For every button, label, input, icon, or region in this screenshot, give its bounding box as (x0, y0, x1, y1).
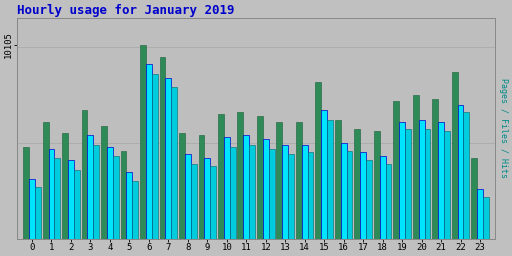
Bar (74, 170, 80, 239)
Bar (438, 122, 444, 239)
Bar (23, 147, 29, 239)
Bar (49, 149, 54, 239)
Bar (463, 112, 470, 239)
Bar (101, 126, 107, 239)
Bar (238, 112, 243, 239)
Bar (54, 158, 60, 239)
Bar (179, 133, 185, 239)
Bar (380, 156, 386, 239)
Bar (185, 154, 191, 239)
Bar (160, 57, 165, 239)
Bar (413, 95, 419, 239)
Text: Hourly usage for January 2019: Hourly usage for January 2019 (17, 4, 235, 17)
Bar (263, 139, 269, 239)
Bar (405, 130, 411, 239)
Bar (366, 160, 372, 239)
Bar (152, 74, 158, 239)
Bar (146, 64, 152, 239)
Bar (107, 147, 113, 239)
Bar (282, 145, 288, 239)
Bar (257, 116, 263, 239)
Bar (321, 110, 327, 239)
Bar (458, 104, 463, 239)
Bar (81, 110, 88, 239)
Bar (424, 130, 431, 239)
Bar (327, 120, 333, 239)
Bar (204, 158, 210, 239)
Bar (191, 164, 197, 239)
Bar (230, 147, 236, 239)
Bar (68, 160, 74, 239)
Bar (29, 179, 35, 239)
Bar (432, 99, 438, 239)
Bar (35, 187, 41, 239)
Bar (140, 45, 146, 239)
Bar (62, 133, 68, 239)
Bar (132, 181, 138, 239)
Bar (218, 114, 224, 239)
Bar (88, 135, 93, 239)
Bar (302, 145, 308, 239)
Bar (483, 197, 489, 239)
Bar (288, 154, 294, 239)
Bar (296, 122, 302, 239)
Bar (224, 137, 230, 239)
Bar (444, 131, 450, 239)
Bar (477, 189, 483, 239)
Bar (354, 130, 360, 239)
Bar (315, 82, 321, 239)
Bar (171, 87, 177, 239)
Bar (93, 145, 99, 239)
Bar (121, 151, 126, 239)
Bar (374, 131, 380, 239)
Bar (126, 172, 132, 239)
Bar (347, 151, 352, 239)
Bar (419, 120, 424, 239)
Bar (386, 164, 391, 239)
Bar (308, 153, 313, 239)
Bar (249, 145, 255, 239)
Bar (393, 101, 399, 239)
Bar (341, 143, 347, 239)
Bar (165, 78, 171, 239)
Bar (335, 120, 341, 239)
Bar (360, 153, 366, 239)
Bar (243, 135, 249, 239)
Bar (42, 122, 49, 239)
Bar (399, 122, 405, 239)
Bar (210, 166, 216, 239)
Bar (276, 122, 282, 239)
Bar (471, 158, 477, 239)
Bar (452, 72, 458, 239)
Bar (199, 135, 204, 239)
Y-axis label: Pages / Files / Hits: Pages / Files / Hits (499, 79, 508, 178)
Bar (269, 149, 274, 239)
Bar (113, 156, 119, 239)
